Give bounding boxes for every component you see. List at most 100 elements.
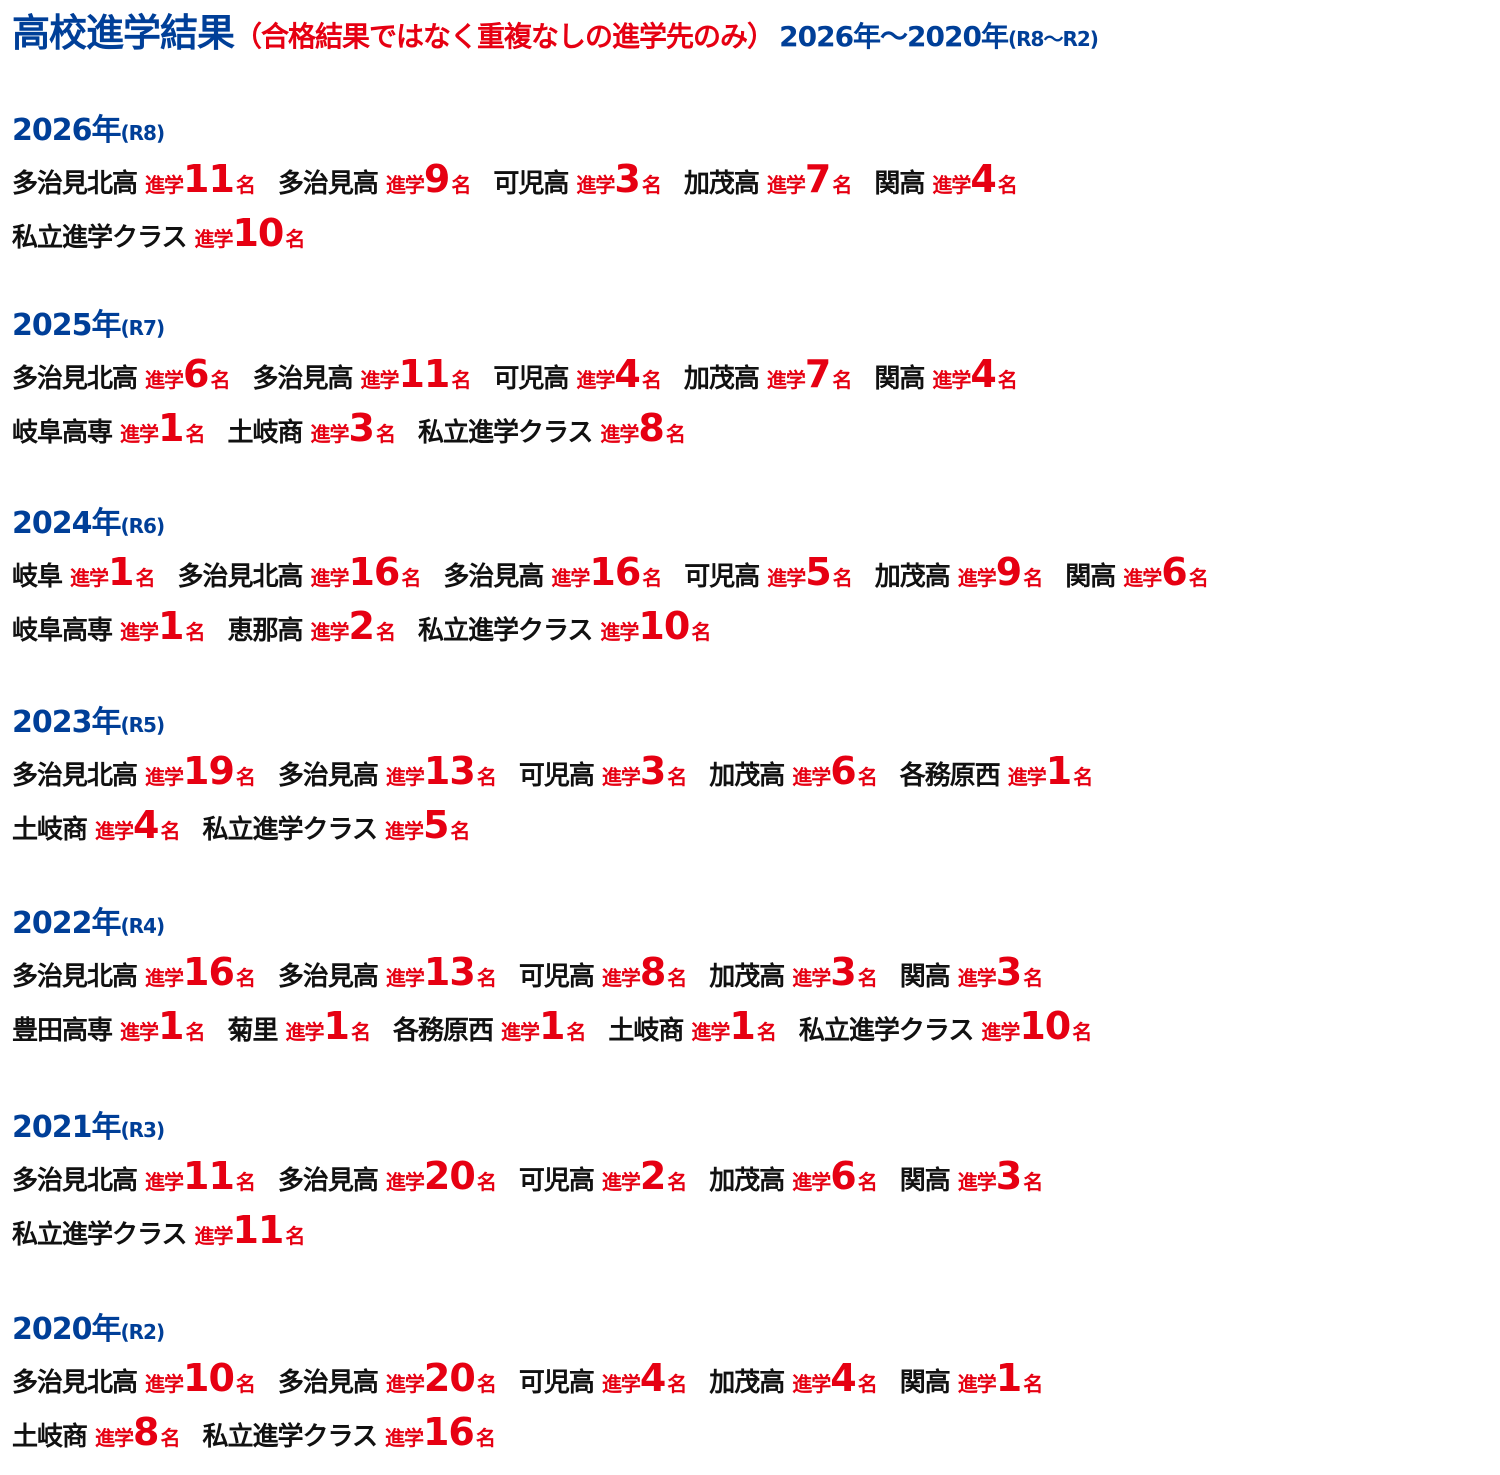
- result-entry: 岐阜 進学1 名: [12, 545, 155, 607]
- shingaku-label: 進学: [932, 173, 971, 197]
- shingaku-label: 進学: [1007, 765, 1047, 789]
- student-count: 4: [830, 1356, 856, 1400]
- unit-label: 名: [997, 173, 1018, 197]
- school-name: 可児高: [518, 761, 595, 791]
- shingaku-label: 進学: [285, 1020, 324, 1044]
- result-entry: 関高 進学3 名: [900, 1149, 1043, 1211]
- student-count: 16: [422, 1410, 475, 1454]
- shingaku-label: 進学: [145, 765, 184, 789]
- year-block: 2023年(R5) 多治見北高 進学19 名多治見高 進学13 名可児高 進学3 名加茂高 進学…: [12, 702, 1492, 852]
- school-name: 多治見高: [277, 761, 379, 791]
- student-count: 10: [183, 1356, 235, 1400]
- student-count: 20: [423, 1356, 476, 1400]
- student-count: 7: [804, 157, 831, 201]
- result-entry: 可児高 進学8 名: [519, 945, 687, 1007]
- student-count: 1: [995, 1356, 1022, 1400]
- school-name: 岐阜: [12, 562, 63, 592]
- student-count: 9: [995, 550, 1022, 594]
- student-count: 5: [805, 550, 831, 594]
- result-row: 豊田高専 進学1 名菊里 進学1 名各務原西 進学1 名土岐商 進学1 名私立進学クラス 進学10…: [12, 999, 1492, 1053]
- result-entry: 関高 進学1 名: [900, 1351, 1043, 1413]
- unit-label: 名: [160, 1426, 181, 1450]
- result-entry: 多治見北高 進学10 名: [12, 1351, 256, 1413]
- school-name: 関高: [874, 169, 925, 199]
- year-label: 2021年: [12, 1110, 121, 1145]
- result-entry: 各務原西 進学1 名: [900, 744, 1093, 806]
- student-count: 10: [638, 604, 690, 648]
- year-heading: 2024年(R6): [12, 503, 1492, 545]
- unit-label: 名: [1188, 566, 1209, 590]
- school-name: 加茂高: [709, 1166, 785, 1196]
- unit-label: 名: [667, 1372, 688, 1396]
- result-entry: 私立進学クラス 進学10 名: [418, 599, 711, 661]
- shingaku-label: 進学: [767, 566, 806, 590]
- shingaku-label: 進学: [1123, 566, 1162, 590]
- result-entry: 土岐商 進学4 名: [12, 798, 180, 860]
- shingaku-label: 進学: [576, 368, 615, 392]
- shingaku-label: 進学: [385, 966, 425, 990]
- school-name: 私立進学クラス: [798, 1016, 974, 1046]
- unit-label: 名: [832, 566, 853, 590]
- result-entry: 関高 進学4 名: [874, 152, 1017, 214]
- student-count: 8: [638, 406, 664, 450]
- student-count: 16: [348, 550, 400, 594]
- unit-label: 名: [832, 368, 853, 392]
- year-block: 2025年(R7) 多治見北高 進学6 名多治見高 進学11 名可児高 進学4 名加茂高 進学7…: [12, 305, 1492, 455]
- unit-label: 名: [641, 368, 662, 392]
- school-name: 多治見高: [277, 1368, 379, 1398]
- result-row: 多治見北高 進学11 名多治見高 進学20 名可児高 進学2 名加茂高 進学6 名関高 進学3 名: [12, 1149, 1492, 1203]
- unit-label: 名: [1073, 765, 1094, 789]
- unit-label: 名: [1023, 566, 1044, 590]
- year-era: (R5): [120, 713, 166, 737]
- school-name: 可児高: [518, 962, 595, 992]
- year-heading: 2026年(R8): [12, 110, 1492, 152]
- year-heading: 2021年(R3): [12, 1107, 1492, 1149]
- student-count: 2: [348, 604, 374, 648]
- shingaku-label: 進学: [194, 1224, 233, 1248]
- school-name: 多治見北高: [177, 562, 303, 592]
- shingaku-label: 進学: [957, 566, 997, 590]
- school-name: 菊里: [227, 1016, 278, 1046]
- student-count: 1: [1045, 749, 1072, 793]
- year-label: 2026年: [12, 113, 121, 148]
- result-entry: 多治見高 進学9 名: [278, 152, 471, 214]
- unit-label: 名: [210, 368, 231, 392]
- school-name: 加茂高: [709, 962, 785, 992]
- shingaku-label: 進学: [385, 1170, 425, 1194]
- school-name: 関高: [899, 1166, 951, 1196]
- result-row: 土岐商 進学8 名私立進学クラス 進学16 名: [12, 1405, 1492, 1459]
- result-row: 多治見北高 進学11 名多治見高 進学9 名可児高 進学3 名加茂高 進学7 名関高 進学4 名: [12, 152, 1492, 206]
- result-entry: 多治見北高 進学6 名: [12, 347, 230, 409]
- unit-label: 名: [1023, 1170, 1044, 1194]
- student-count: 10: [232, 211, 284, 255]
- school-name: 岐阜高専: [12, 616, 113, 646]
- unit-label: 名: [135, 566, 156, 590]
- shingaku-label: 進学: [601, 765, 641, 789]
- shingaku-label: 進学: [145, 368, 184, 392]
- result-row: 岐阜高専 進学1 名恵那高 進学2 名私立進学クラス 進学10 名: [12, 599, 1492, 653]
- result-entry: 岐阜高専 進学1 名: [12, 599, 205, 661]
- result-entry: 私立進学クラス 進学11 名: [12, 1203, 305, 1265]
- school-name: 恵那高: [227, 616, 303, 646]
- unit-label: 名: [667, 966, 688, 990]
- result-entry: 豊田高専 進学1 名: [12, 999, 205, 1061]
- result-entry: 関高 進学6 名: [1065, 545, 1208, 607]
- unit-label: 名: [475, 1426, 496, 1450]
- student-count: 4: [639, 1356, 666, 1400]
- unit-label: 名: [997, 368, 1018, 392]
- year-heading: 2025年(R7): [12, 305, 1492, 347]
- student-count: 1: [108, 550, 134, 594]
- title-range-era: (R8〜R2): [1008, 27, 1099, 51]
- student-count: 4: [614, 352, 640, 396]
- shingaku-label: 進学: [601, 966, 641, 990]
- year-label: 2020年: [12, 1312, 121, 1347]
- year-label: 2025年: [12, 308, 121, 343]
- unit-label: 名: [235, 1170, 256, 1194]
- school-name: 私立進学クラス: [12, 223, 187, 253]
- student-count: 4: [133, 803, 159, 847]
- school-name: 多治見北高: [12, 761, 138, 791]
- result-row: 岐阜 進学1 名多治見北高 進学16 名多治見高 進学16 名可児高 進学5 名加茂高 進学9 名関…: [12, 545, 1492, 599]
- shingaku-label: 進学: [792, 966, 831, 990]
- student-count: 3: [995, 1154, 1022, 1198]
- year-era: (R8): [120, 121, 166, 145]
